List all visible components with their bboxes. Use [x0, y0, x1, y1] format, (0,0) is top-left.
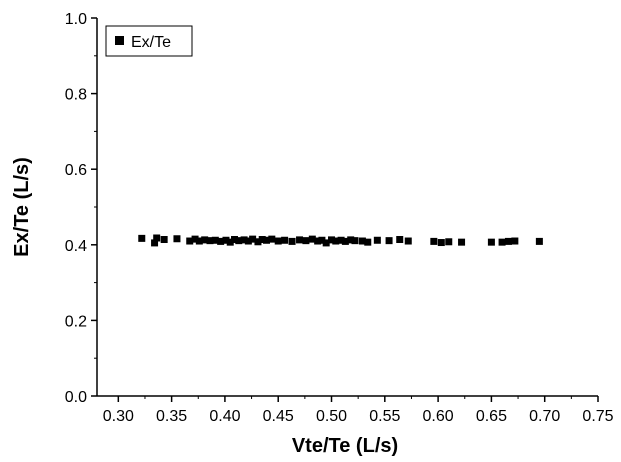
data-point: [138, 234, 146, 242]
data-point: [195, 237, 203, 245]
legend-label: Ex/Te: [131, 34, 171, 51]
data-point: [430, 237, 438, 245]
x-tick-label: 0.35: [156, 408, 187, 425]
legend-marker: [115, 36, 124, 45]
x-ticks: 0.30 0.35 0.40 0.45 0.50 0.55 0.60 0.65 0.70 0.75: [103, 396, 614, 425]
data-point: [332, 237, 340, 245]
x-tick-label: 0.40: [209, 408, 240, 425]
data-point: [217, 237, 225, 245]
data-point: [318, 236, 326, 244]
data-point: [351, 237, 359, 245]
data-point: [240, 236, 248, 244]
data-point: [437, 239, 445, 247]
data-point: [302, 237, 310, 245]
data-point: [328, 236, 336, 244]
data-point: [314, 237, 322, 245]
data-point: [296, 236, 304, 244]
data-point: [206, 237, 214, 245]
legend: Ex/Te: [105, 25, 193, 57]
data-point: [186, 237, 194, 245]
data-point: [337, 236, 345, 244]
data-point: [258, 236, 266, 244]
data-point: [535, 237, 543, 245]
x-tick-label: 0.50: [316, 408, 347, 425]
data-point: [201, 236, 209, 244]
data-point: [211, 236, 219, 244]
data-point: [173, 235, 181, 243]
data-point: [151, 239, 159, 247]
data-point: [249, 235, 257, 243]
data-point: [498, 238, 506, 246]
y-axis-title: Ex/Te (L/s): [11, 157, 33, 257]
data-point: [364, 238, 372, 246]
data-point: [341, 237, 349, 245]
x-axis-title: Vte/Te (L/s): [292, 435, 398, 457]
data-point: [231, 236, 239, 244]
data-point: [288, 237, 296, 245]
data-point: [281, 236, 289, 244]
data-points: [138, 234, 543, 247]
data-point: [458, 238, 466, 246]
x-tick-label: 0.45: [263, 408, 294, 425]
y-tick-label: 0.2: [65, 313, 87, 330]
data-point: [487, 238, 495, 246]
data-point: [235, 237, 243, 245]
x-tick-label: 0.30: [103, 408, 134, 425]
data-point: [504, 237, 512, 245]
x-tick-label: 0.75: [582, 408, 613, 425]
data-point: [153, 234, 161, 242]
data-point: [160, 236, 168, 244]
data-point: [404, 237, 412, 245]
data-point: [373, 236, 381, 244]
data-point: [191, 235, 199, 243]
data-point: [268, 235, 276, 243]
data-point: [385, 237, 393, 245]
axes: [96, 18, 598, 397]
data-point: [308, 235, 316, 243]
data-point: [396, 236, 404, 244]
data-point: [322, 239, 330, 247]
y-tick-label: 0.6: [65, 162, 87, 179]
data-point: [226, 238, 234, 246]
data-point: [511, 237, 519, 245]
x-tick-label: 0.65: [476, 408, 507, 425]
x-tick-label: 0.55: [369, 408, 400, 425]
data-point: [445, 238, 453, 246]
data-point: [222, 236, 230, 244]
x-tick-label: 0.70: [529, 408, 560, 425]
y-ticks: 0.0 0.2 0.4 0.6 0.8 1.0: [65, 11, 97, 406]
data-point: [347, 236, 355, 244]
y-tick-label: 1.0: [65, 11, 87, 28]
y-tick-label: 0.0: [65, 389, 87, 406]
x-tick-label: 0.60: [423, 408, 454, 425]
data-point: [244, 237, 252, 245]
data-point: [254, 238, 262, 246]
y-tick-label: 0.8: [65, 87, 87, 104]
data-point: [262, 236, 270, 244]
data-point: [358, 237, 366, 245]
data-point: [274, 237, 282, 245]
y-tick-label: 0.4: [65, 238, 87, 255]
